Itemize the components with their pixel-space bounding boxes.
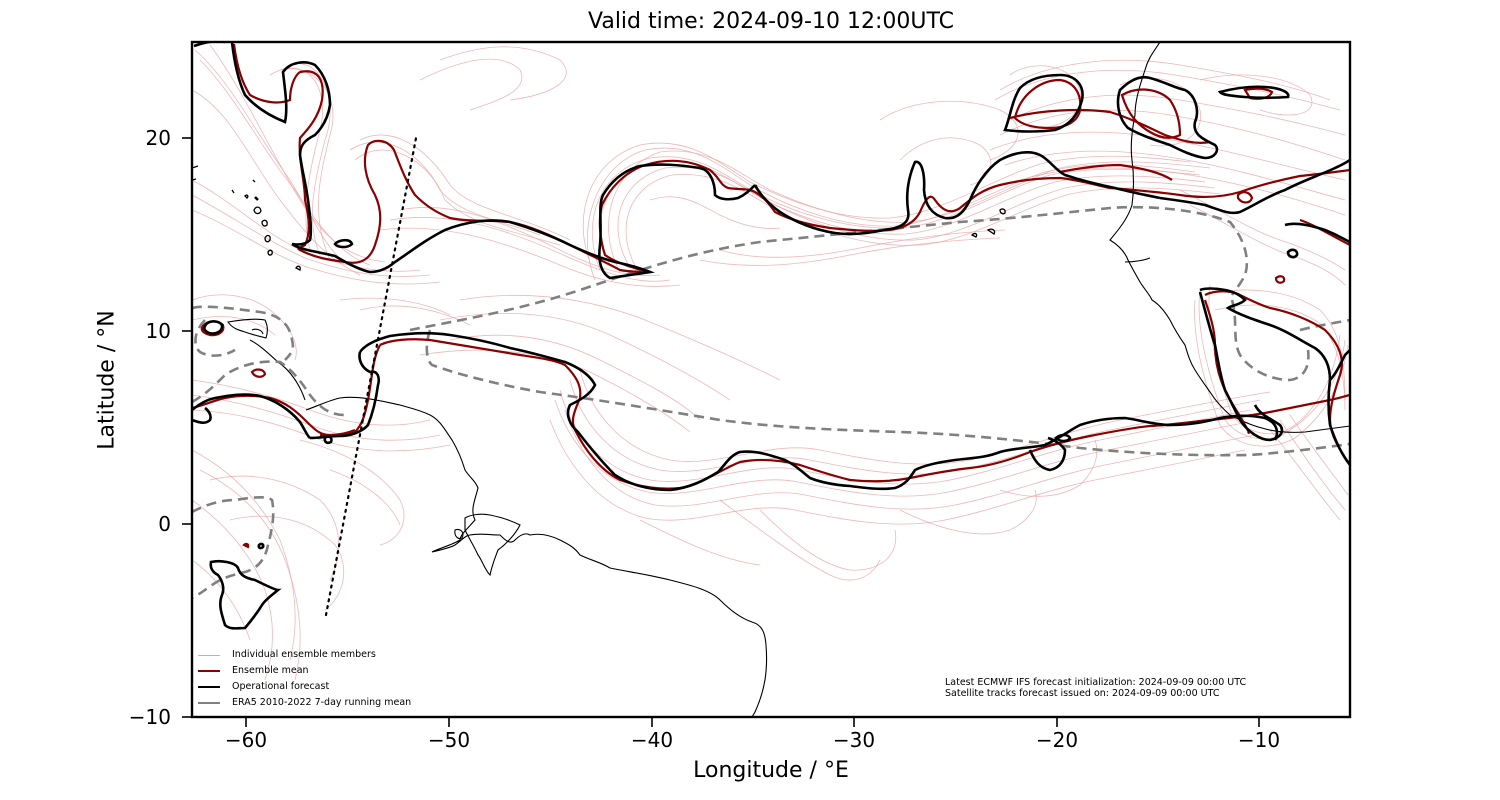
- x-tick-label: −10: [1237, 728, 1281, 752]
- init-info-text: Latest ECMWF IFS forecast initialization…: [945, 677, 1247, 688]
- legend-label: Individual ensemble members: [232, 649, 376, 660]
- ensemble-members-swatch: [198, 654, 220, 656]
- legend-item-operational: Operational forecast: [198, 679, 411, 695]
- small-island-contours: [192, 165, 1006, 271]
- y-tick-label: 0: [158, 512, 171, 536]
- x-tick-label: −20: [1035, 728, 1079, 752]
- era5-contours: [192, 205, 1350, 600]
- coastlines: [227, 42, 1350, 717]
- ensemble-members: [192, 44, 1349, 681]
- axes-frame: [190, 40, 1352, 719]
- ensemble-mean-contours: [192, 43, 1350, 549]
- ensemble-mean-swatch: [198, 670, 220, 672]
- y-axis-label: Latitude / °N: [94, 310, 120, 450]
- legend-label: ERA5 2010-2022 7-day running mean: [232, 697, 412, 708]
- figure-title: Valid time: 2024-09-10 12:00UTC: [588, 9, 954, 34]
- y-tick-label: 20: [145, 126, 171, 150]
- x-ticks: [245, 717, 1260, 727]
- y-tick-label: −10: [128, 705, 171, 729]
- legend-item-ensemble-members: Individual ensemble members: [198, 647, 411, 663]
- forecast-info: Latest ECMWF IFS forecast initialization…: [945, 677, 1246, 699]
- era5-swatch: [198, 702, 220, 704]
- x-axis-label: Longitude / °E: [693, 758, 849, 783]
- y-tick-label: 10: [145, 319, 171, 343]
- sat-info-text: Satellite tracks forecast issued on: 202…: [945, 688, 1220, 699]
- x-tick-label: −50: [427, 728, 471, 752]
- x-tick-label: −30: [832, 728, 876, 752]
- operational-swatch: [198, 686, 220, 688]
- legend: Individual ensemble members Ensemble mea…: [198, 647, 411, 711]
- legend-label: Operational forecast: [232, 681, 330, 692]
- x-tick-label: −40: [630, 728, 674, 752]
- legend-item-ensemble-mean: Ensemble mean: [198, 663, 411, 679]
- x-tick-label: −60: [224, 728, 268, 752]
- legend-item-era5: ERA5 2010-2022 7-day running mean: [198, 695, 411, 711]
- operational-contours: [192, 42, 1350, 630]
- y-ticks: [182, 137, 192, 718]
- legend-label: Ensemble mean: [232, 665, 309, 676]
